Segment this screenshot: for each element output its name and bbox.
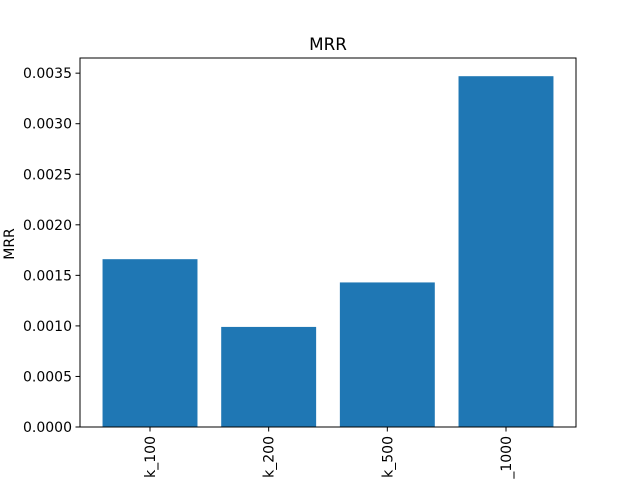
chart-title: MRR <box>309 34 347 54</box>
y-tick-label: 0.0025 <box>23 167 72 183</box>
y-tick-label: 0.0035 <box>23 66 72 82</box>
axes-frame <box>79 57 577 428</box>
bar-_1000 <box>458 76 554 427</box>
plot-frame <box>79 57 577 428</box>
bar-k_200 <box>221 326 317 427</box>
x-tick-label: k_200 <box>262 436 278 478</box>
y-axis-label: MRR <box>2 228 18 260</box>
bar-k_500 <box>339 282 435 427</box>
bars-group <box>102 76 554 427</box>
bar-k_100 <box>102 259 198 427</box>
x-tick-label: k_500 <box>380 436 396 478</box>
y-axis-ticks: 0.0000 0.0005 0.0010 0.0015 0.0020 0.0025 0.00… <box>23 66 80 436</box>
y-tick-label: 0.0020 <box>23 218 72 234</box>
x-tick-label: k_100 <box>143 436 159 478</box>
x-tick-label: _1000 <box>499 436 515 480</box>
y-tick-label: 0.0005 <box>23 369 72 385</box>
y-tick-label: 0.0015 <box>23 268 72 284</box>
y-tick-label: 0.0010 <box>23 319 72 335</box>
y-tick-label: 0.0000 <box>23 420 72 436</box>
x-axis-ticks: k_100 k_200 k_500 _1000 <box>143 427 515 480</box>
y-tick-label: 0.0030 <box>23 117 72 133</box>
